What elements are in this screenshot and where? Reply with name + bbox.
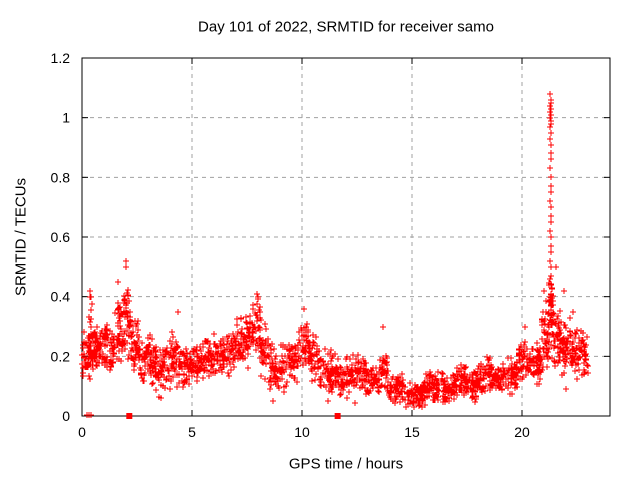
y-tick-label: 0.6 <box>51 229 71 245</box>
x-tick-label: 5 <box>188 424 196 440</box>
data-points <box>79 91 591 418</box>
y-axis-title: SRMTID / TECUs <box>12 177 30 297</box>
y-tick-label: 0.4 <box>51 289 71 305</box>
x-tick-label: 0 <box>78 424 86 440</box>
x-tick-label: 10 <box>294 424 310 440</box>
y-tick-label: 1.2 <box>51 50 71 66</box>
chart-title: Day 101 of 2022, SRMTID for receiver sam… <box>198 18 494 36</box>
x-axis-title: GPS time / hours <box>288 455 404 473</box>
y-tick-label: 1 <box>62 110 70 126</box>
axis-ticks <box>81 57 610 417</box>
tick-labels: 0 5 10 15 20 0 0.2 0.4 0.6 0.8 1 1.2 <box>51 50 530 440</box>
y-tick-label: 0 <box>62 408 70 424</box>
y-tick-label: 0.2 <box>51 348 71 364</box>
y-tick-label: 0.8 <box>51 169 71 185</box>
x-tick-label: 20 <box>514 424 530 440</box>
x-tick-label: 15 <box>404 424 420 440</box>
gap-squares <box>126 413 341 419</box>
